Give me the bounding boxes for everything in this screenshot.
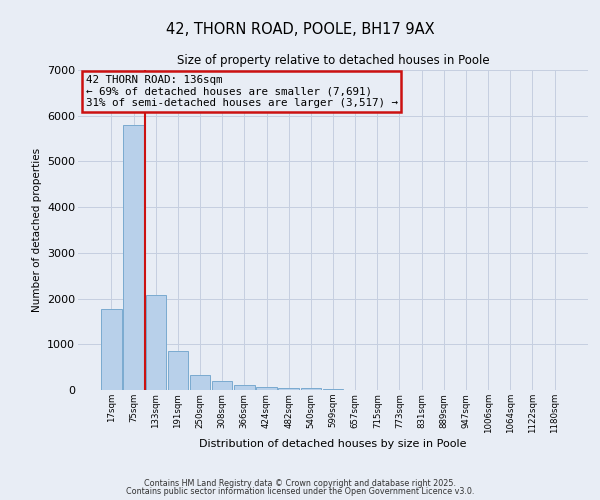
Bar: [301, 388, 321, 390]
Bar: [167, 351, 188, 390]
Text: 42 THORN ROAD: 136sqm
← 69% of detached houses are smaller (7,691)
31% of semi-d: 42 THORN ROAD: 136sqm ← 69% of detached …: [86, 75, 398, 108]
Bar: [124, 125, 144, 390]
Title: Size of property relative to detached houses in Poole: Size of property relative to detached ho…: [176, 54, 490, 68]
Bar: [234, 386, 254, 390]
Bar: [323, 388, 343, 390]
Bar: [212, 382, 232, 390]
Text: Contains HM Land Registry data © Crown copyright and database right 2025.: Contains HM Land Registry data © Crown c…: [144, 478, 456, 488]
Text: 42, THORN ROAD, POOLE, BH17 9AX: 42, THORN ROAD, POOLE, BH17 9AX: [166, 22, 434, 38]
Text: Contains public sector information licensed under the Open Government Licence v3: Contains public sector information licen…: [126, 487, 474, 496]
Bar: [256, 387, 277, 390]
X-axis label: Distribution of detached houses by size in Poole: Distribution of detached houses by size …: [199, 438, 467, 448]
Bar: [101, 308, 122, 390]
Bar: [278, 388, 299, 390]
Bar: [146, 295, 166, 390]
Y-axis label: Number of detached properties: Number of detached properties: [32, 148, 41, 312]
Bar: [190, 375, 210, 390]
